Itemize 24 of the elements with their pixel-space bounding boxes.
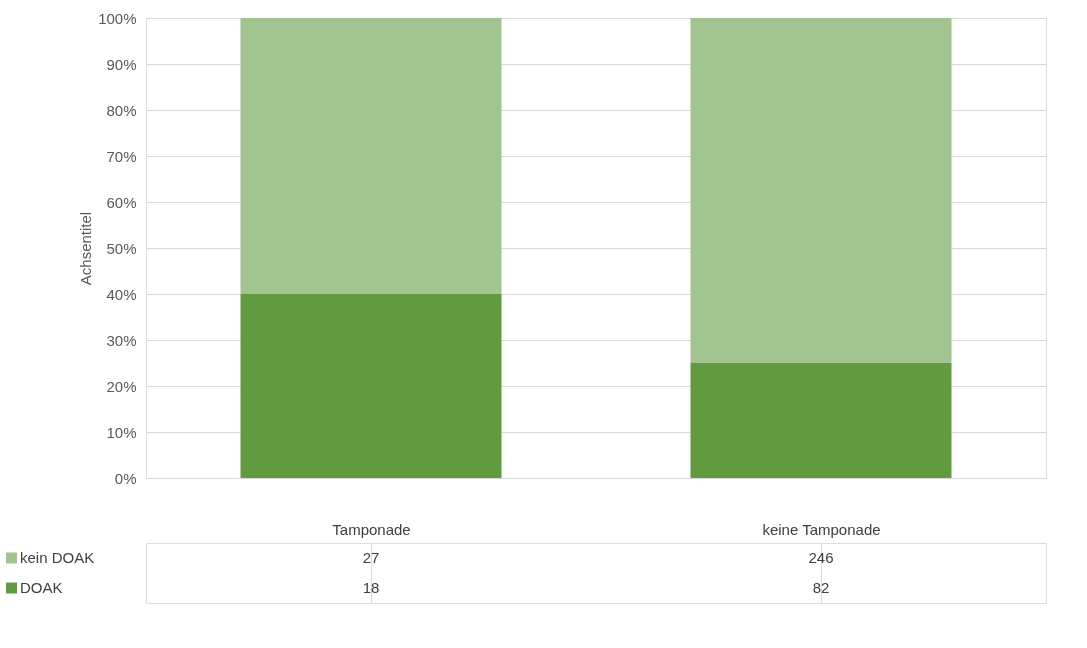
x-tick-label: keine Tamponade <box>762 520 881 538</box>
text: 246 <box>808 549 834 566</box>
y-tick-label: 90% <box>106 55 137 73</box>
text: 27 <box>362 549 380 566</box>
legend-label: DOAK <box>20 579 63 596</box>
bar <box>690 18 952 363</box>
y-tick-label: 100% <box>98 9 137 27</box>
y-tick-label: 20% <box>106 377 137 395</box>
text: 18 <box>362 579 380 596</box>
y-tick-label: 70% <box>106 147 137 165</box>
text: 82 <box>812 579 830 596</box>
y-tick-label: 40% <box>106 285 137 303</box>
y-tick-label: 80% <box>106 101 137 119</box>
y-tick-label: 0% <box>114 469 137 487</box>
legend-label: kein DOAK <box>20 549 95 566</box>
x-tick-label: Tamponade <box>332 520 411 538</box>
bar <box>690 363 952 478</box>
bar <box>240 294 502 478</box>
y-tick-label: 30% <box>106 331 137 349</box>
y-tick-label: 10% <box>106 423 137 441</box>
y-tick-label: 50% <box>106 239 137 257</box>
bar <box>240 18 502 294</box>
y-tick-label: 60% <box>106 193 137 211</box>
y-axis-title: Achsentitel <box>77 211 95 286</box>
